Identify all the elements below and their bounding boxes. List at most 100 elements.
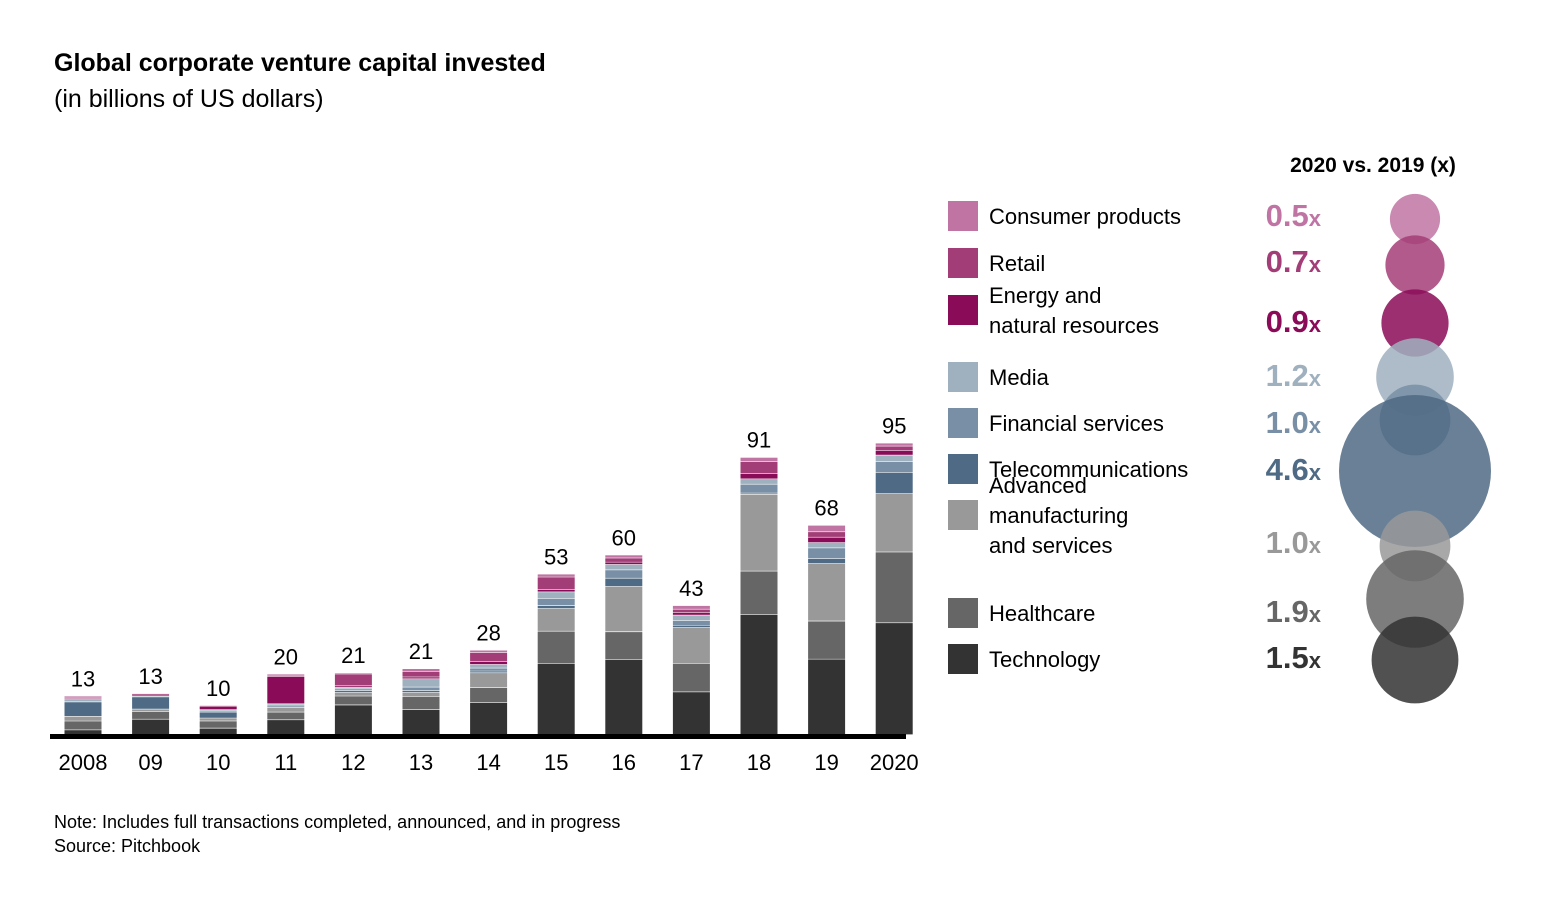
bar-total-label: 28 (476, 621, 500, 646)
bar-segment (875, 552, 913, 623)
bar-segment (605, 570, 643, 578)
ratio-bubble (1339, 395, 1491, 547)
legend-label: Healthcare (989, 601, 1095, 626)
chart-subtitle: (in billions of US dollars) (54, 85, 324, 113)
bar-total-label: 13 (71, 666, 95, 691)
legend-label: Consumer products (989, 204, 1181, 229)
ratio-label: 1.0x (1266, 525, 1322, 560)
legend-swatch (948, 454, 978, 484)
bar-segment (808, 537, 846, 543)
bar-segment (199, 718, 237, 721)
ratio-bubble (1389, 193, 1441, 245)
bar-segment (132, 696, 170, 698)
bar-segment (808, 558, 846, 564)
bar-segment (199, 705, 237, 707)
bar-total-label: 21 (409, 639, 433, 664)
bar-segment (199, 721, 237, 728)
bar-segment (672, 609, 710, 613)
x-tick-label: 2020 (870, 750, 919, 775)
bar-segment (402, 671, 440, 677)
chart-note: Note: Includes full transactions complet… (54, 812, 621, 832)
bar-segment (470, 673, 508, 688)
bar-segment (402, 677, 440, 679)
legend-swatch (948, 644, 978, 674)
bar-segment (875, 623, 913, 735)
bar-segment (199, 710, 237, 711)
legend-label: Financial services (989, 411, 1164, 436)
bar-segment (334, 674, 372, 685)
x-tick-label: 15 (544, 750, 568, 775)
bar-segment (672, 620, 710, 625)
bar-segment (470, 664, 508, 668)
bar-segment (740, 494, 778, 571)
bar-segment (267, 705, 305, 706)
bar-segment (267, 712, 305, 720)
x-tick-label: 16 (612, 750, 636, 775)
x-tick-label: 12 (341, 750, 365, 775)
bar-total-label: 21 (341, 643, 365, 668)
legend-swatch (948, 500, 978, 530)
bar-segment (267, 675, 305, 677)
bar-segment (132, 711, 170, 719)
bar-segment (334, 696, 372, 705)
bar-segment (199, 712, 237, 718)
bar-segment (605, 558, 643, 562)
bar-segment (875, 450, 913, 455)
bar-total-label: 60 (612, 525, 636, 550)
bar-segment (875, 461, 913, 472)
bar-segment (740, 461, 778, 474)
chart-source: Source: Pitchbook (54, 836, 201, 856)
bar-segment (537, 577, 575, 590)
bar-segment (470, 652, 508, 662)
bar-segment (470, 661, 508, 665)
bar-segment (605, 586, 643, 632)
legend-label: Media (989, 365, 1050, 390)
bar-segment (402, 669, 440, 672)
bar-segment (470, 671, 508, 673)
bar-segment (132, 709, 170, 712)
legend-label: Advanced manufacturing and services (989, 473, 1128, 558)
legend-label: Energy and natural resources (989, 283, 1159, 338)
bar-segment (334, 691, 372, 693)
bar-segment (605, 578, 643, 587)
bar-segment (672, 613, 710, 615)
ratio-label: 4.6x (1266, 452, 1322, 487)
bar-segment (402, 691, 440, 693)
bar-segment (267, 707, 305, 712)
bar-segment (537, 605, 575, 609)
bar-segment (808, 659, 846, 735)
bar-segment (199, 728, 237, 735)
legend-swatch (948, 598, 978, 628)
bar-segment (402, 710, 440, 735)
bar-segment (808, 621, 846, 659)
bar-segment (875, 472, 913, 494)
bar-segment (199, 711, 237, 712)
x-tick-label: 14 (476, 750, 500, 775)
bar-segment (64, 721, 102, 730)
x-axis-baseline (50, 734, 906, 739)
bar-segment (875, 443, 913, 446)
x-tick-label: 11 (274, 750, 297, 775)
bar-segment (537, 608, 575, 631)
x-tick-label: 17 (679, 750, 703, 775)
bar-segment (64, 716, 102, 721)
bar-segment (402, 696, 440, 710)
legend-label: Telecommunications (989, 457, 1188, 482)
ratio-bubble (1366, 550, 1464, 648)
bar-segment (672, 625, 710, 628)
bar-segment (808, 532, 846, 537)
bar-segment (132, 694, 170, 695)
bar-total-label: 91 (747, 428, 771, 453)
bar-total-label: 10 (206, 676, 230, 701)
bar-segment (672, 627, 710, 663)
comparison-title: 2020 vs. 2019 (x) (1290, 154, 1456, 177)
bar-segment (267, 720, 305, 735)
bar-total-label: 43 (679, 576, 703, 601)
bar-segment (334, 692, 372, 696)
bar-segment (64, 696, 102, 697)
ratio-label: 0.7x (1266, 244, 1322, 279)
bar-segment (605, 660, 643, 735)
bar-segment (64, 701, 102, 703)
ratio-label: 0.9x (1266, 304, 1322, 339)
